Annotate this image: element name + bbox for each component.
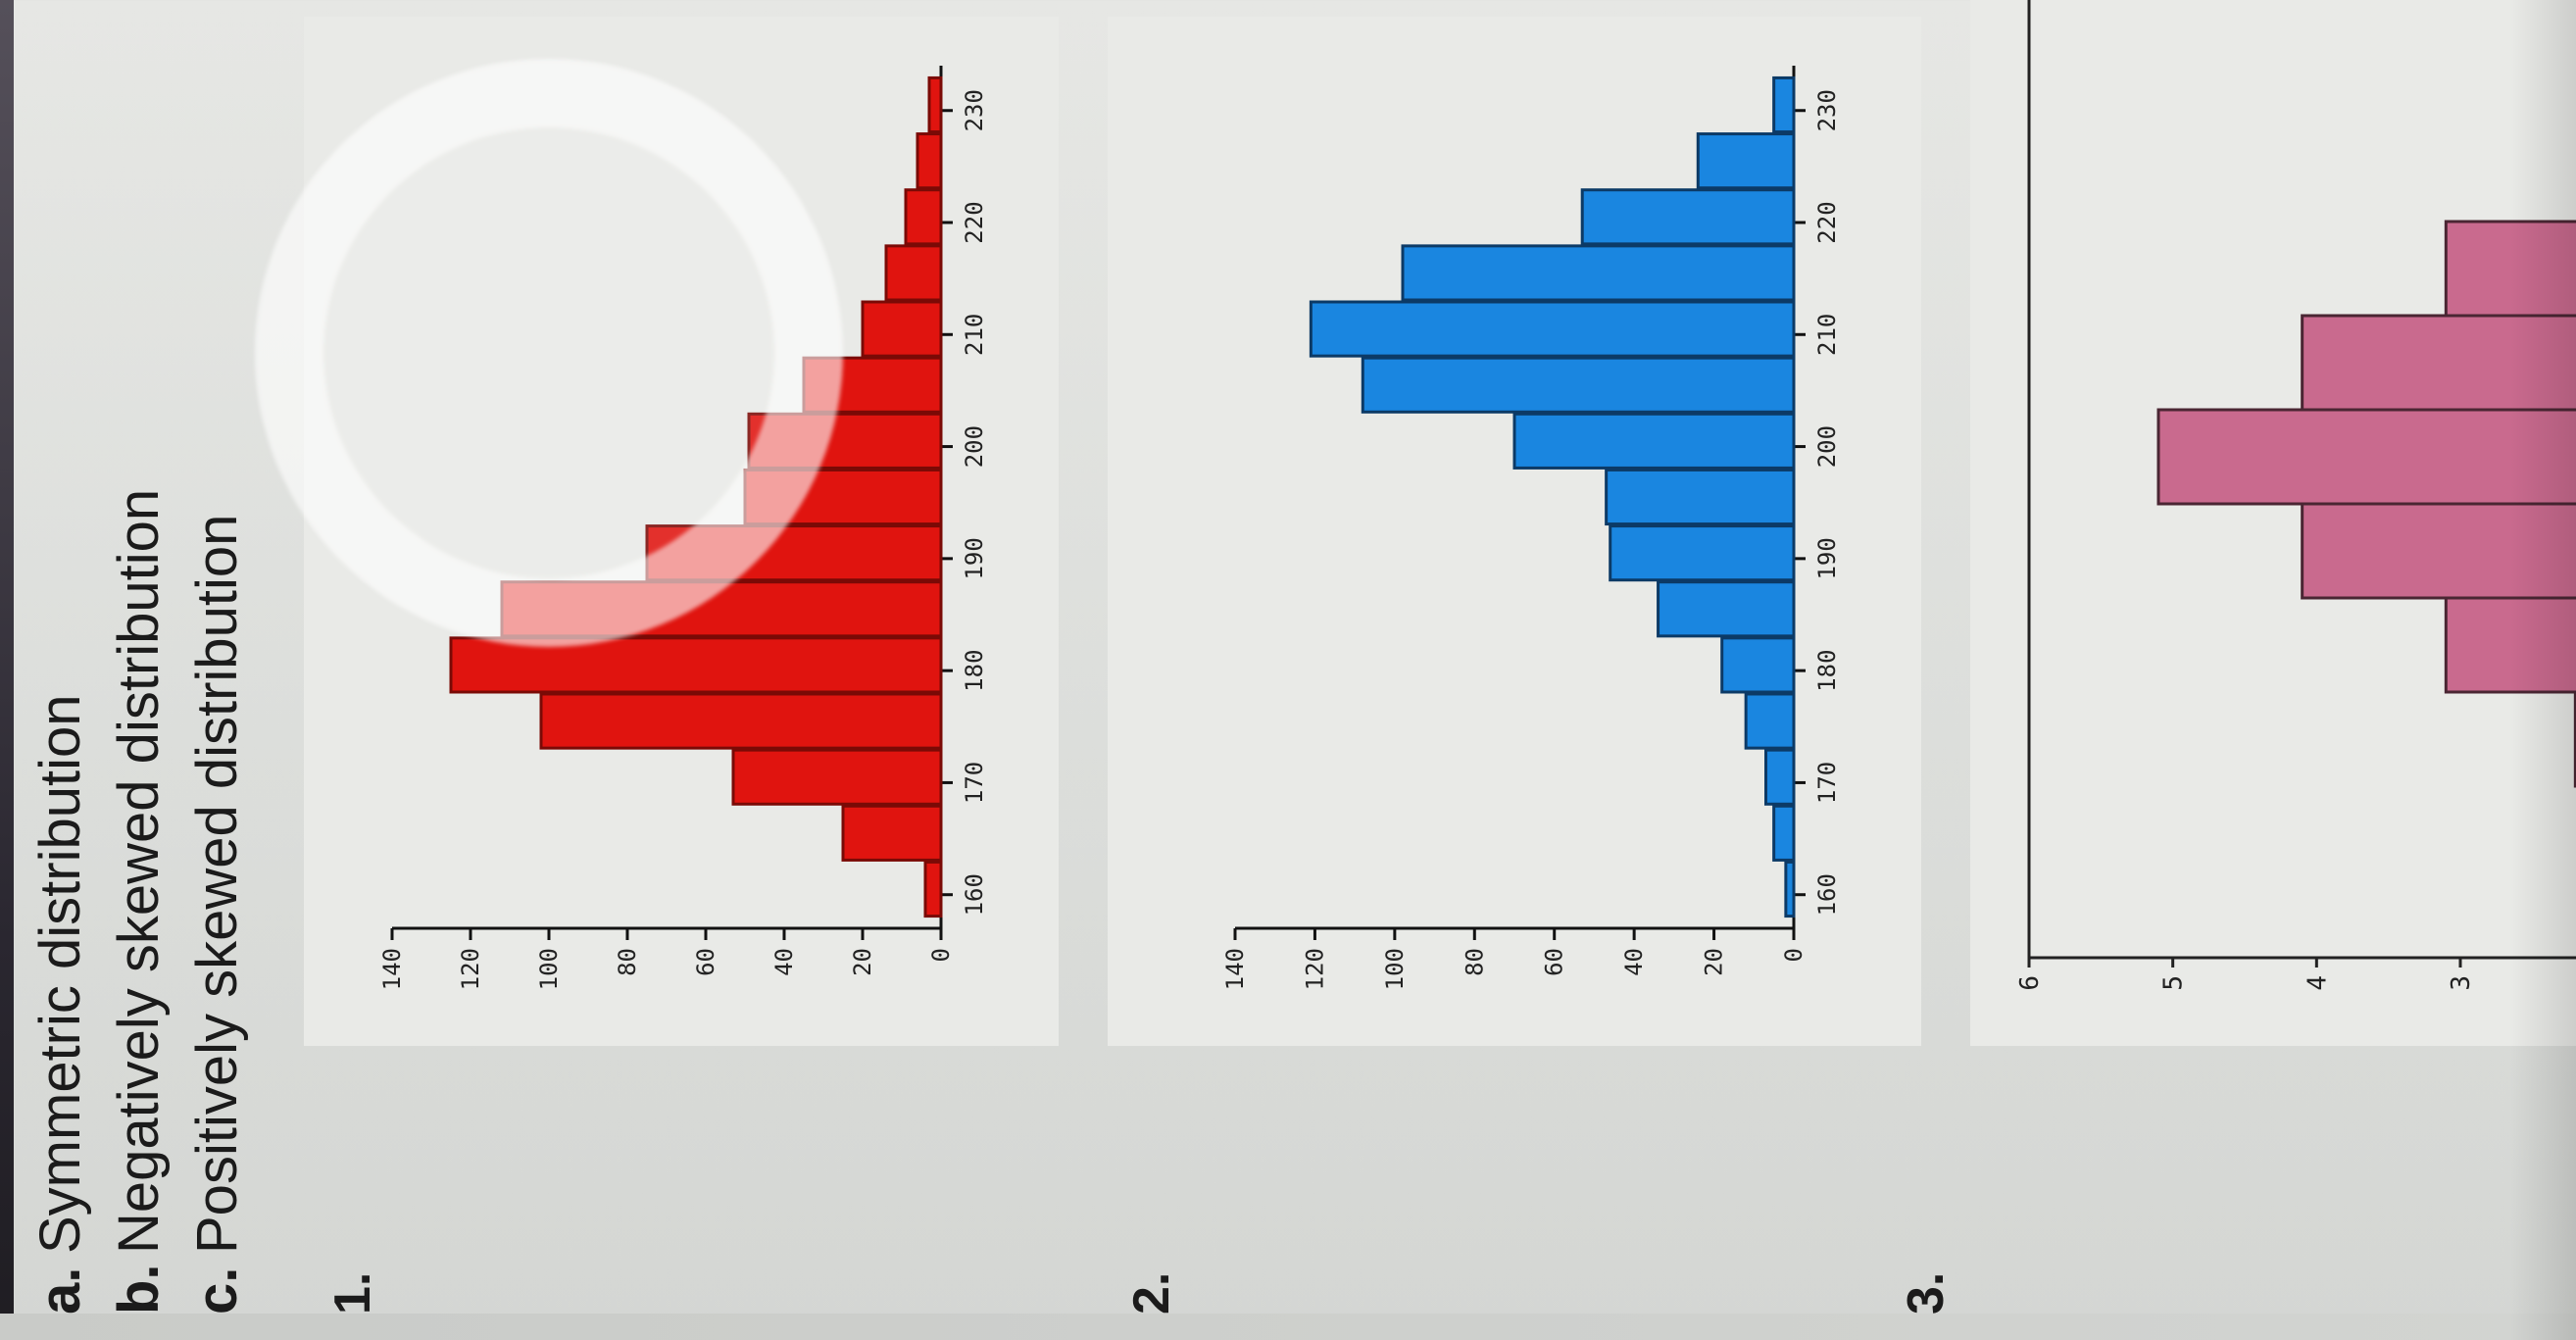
y-tick-label: 3	[2447, 975, 2476, 991]
x-tick-label: 200	[961, 425, 988, 468]
y-tick-label: 20	[1701, 948, 1728, 976]
histogram-bar	[861, 300, 943, 358]
y-tick-label: 120	[457, 948, 484, 990]
chart-2-panel: 0 20 40 60 80 100 120 140 160 170 180 190 200 210 220 2…	[1108, 17, 1921, 1046]
x-tick-label: 180	[1813, 649, 1841, 691]
x-tick-label: 160	[961, 873, 988, 916]
option-b-text: Negatively skewed distribution	[107, 488, 171, 1254]
option-b[interactable]: b. Negatively skewed distribution	[106, 489, 172, 1315]
histogram-chart-1: 0 20 40 60 80 100 120 140 160 170 180 190 200 210 220 2…	[378, 66, 988, 990]
x-tick-label: 180	[961, 649, 988, 691]
histogram-bar	[2301, 314, 2576, 412]
option-c-text: Positively skewed distribution	[185, 514, 249, 1254]
histogram-bar	[927, 75, 943, 134]
chart-3-panel: 23456	[1970, 0, 2576, 1046]
histogram-bar	[916, 132, 943, 190]
option-b-letter: b.	[107, 1264, 171, 1315]
y-tick-label: 140	[378, 948, 406, 990]
histogram-chart-3: 23456	[2015, 0, 2576, 991]
y-tick-label: 100	[1381, 948, 1409, 990]
option-a[interactable]: a. Symmetric distribution	[27, 695, 93, 1315]
histogram-bar	[1401, 244, 1796, 302]
histogram-bar	[1720, 636, 1796, 694]
x-tick-label: 170	[961, 762, 988, 804]
histogram-bar	[2444, 596, 2576, 694]
histogram-bar	[884, 244, 943, 302]
option-c-letter: c.	[185, 1266, 249, 1315]
histogram-chart-2: 0 20 40 60 80 100 120 140 160 170 180 190 200 210 220 2…	[1221, 66, 1841, 990]
histogram-bar	[1605, 468, 1796, 526]
histogram-bar	[539, 692, 943, 750]
x-tick-label: 160	[1813, 873, 1841, 916]
y-tick-label: 60	[1541, 948, 1568, 976]
screen-bezel	[0, 0, 14, 1340]
histogram-bar	[743, 468, 943, 526]
x-tick-label: 200	[1813, 425, 1841, 468]
y-tick-label: 120	[1301, 948, 1328, 990]
x-tick-label: 220	[1813, 201, 1841, 243]
question-1-number: 1.	[324, 1271, 381, 1315]
plot-frame	[2027, 0, 2576, 960]
screen-edge	[0, 1314, 2576, 1340]
y-tick-label: 80	[614, 948, 641, 976]
y-tick-label: 80	[1461, 948, 1488, 976]
option-c[interactable]: c. Positively skewed distribution	[184, 515, 250, 1315]
chart-1-panel: 0 20 40 60 80 100 120 140 160 170 180 190 200 210 220 2…	[304, 17, 1059, 1046]
histogram-bar	[1696, 132, 1796, 190]
y-tick-label: 0	[927, 948, 955, 962]
option-a-letter: a.	[28, 1266, 92, 1315]
histogram-bar	[747, 412, 943, 470]
histogram-bar	[645, 524, 943, 582]
histogram-bar	[2156, 408, 2576, 506]
histogram-bar	[1764, 748, 1796, 806]
y-tick-label: 5	[2159, 975, 2189, 991]
y-tick-label: 0	[1780, 948, 1808, 962]
histogram-bar	[1580, 188, 1796, 246]
x-tick-label: 230	[961, 89, 988, 131]
y-tick-label: 40	[770, 948, 798, 976]
histogram-bar	[841, 804, 943, 862]
question-3-number: 3.	[1898, 1271, 1955, 1315]
x-tick-label: 210	[1813, 314, 1841, 356]
histogram-bar	[1744, 692, 1796, 750]
histogram-bar	[1772, 75, 1796, 134]
option-a-text: Symmetric distribution	[28, 694, 92, 1254]
histogram-bar	[1512, 412, 1796, 470]
x-tick-label: 190	[1813, 537, 1841, 579]
histogram-bar	[2301, 502, 2576, 600]
histogram-bar	[1784, 860, 1796, 918]
histogram-bar	[1772, 804, 1796, 862]
y-tick-label: 100	[535, 948, 563, 990]
x-tick-label: 210	[961, 314, 988, 356]
x-tick-label: 220	[961, 201, 988, 243]
histogram-bar	[1361, 356, 1796, 414]
histogram-bar	[1657, 580, 1796, 638]
histogram-bar	[2444, 220, 2576, 318]
histogram-bar	[904, 188, 943, 246]
y-tick-label: 20	[849, 948, 876, 976]
histogram-bar	[1309, 300, 1796, 358]
question-2-number: 2.	[1123, 1271, 1180, 1315]
histogram-bar	[802, 356, 943, 414]
x-tick-label: 190	[961, 537, 988, 579]
y-tick-label: 40	[1620, 948, 1648, 976]
histogram-bar	[449, 636, 943, 694]
histogram-bar	[500, 580, 943, 638]
histogram-bar	[731, 748, 943, 806]
screen-shadow	[2509, 0, 2576, 1340]
y-tick-label: 140	[1221, 948, 1249, 990]
histogram-bar	[923, 860, 943, 918]
y-tick-label: 60	[692, 948, 719, 976]
histogram-bar	[2573, 690, 2576, 788]
x-tick-label: 230	[1813, 89, 1841, 131]
y-tick-label: 6	[2015, 975, 2045, 991]
x-tick-label: 170	[1813, 762, 1841, 804]
y-tick-label: 4	[2303, 975, 2332, 991]
histogram-bar	[1609, 524, 1796, 582]
